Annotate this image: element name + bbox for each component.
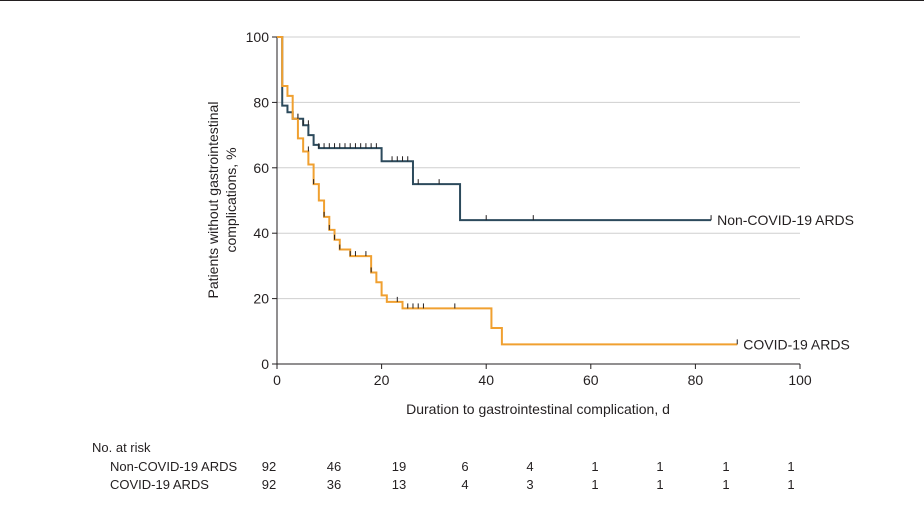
risk-value: 1 (722, 459, 730, 474)
y-tick-label: 40 (253, 225, 269, 241)
y-axis-label-line1: Patients without gastrointestinal (205, 102, 221, 299)
y-tick-label: 100 (246, 29, 270, 45)
y-tick-label: 80 (253, 94, 269, 110)
tick-labels: 0 20 40 60 80 100 0 20 40 60 80 100 (246, 29, 812, 388)
x-axis-label: Duration to gastrointestinal complicatio… (406, 401, 670, 417)
series-label-covid: COVID-19 ARDS (743, 336, 850, 352)
y-tick-label: 20 (253, 291, 269, 307)
km-chart: 0 20 40 60 80 100 0 20 40 60 80 100 Non-COVID-19 AR… (205, 29, 854, 417)
risk-value: 1 (591, 477, 599, 492)
risk-value: 1 (787, 459, 795, 474)
x-tick-label: 80 (688, 372, 704, 388)
survival-curves (277, 36, 738, 346)
risk-value: 92 (261, 459, 277, 474)
series-line-covid (277, 36, 738, 346)
censor-marks (297, 113, 738, 345)
series-label-non-covid: Non-COVID-19 ARDS (717, 212, 854, 228)
x-tick-label: 0 (273, 372, 281, 388)
risk-value: 3 (526, 477, 534, 492)
x-tick-label: 100 (788, 372, 812, 388)
grid-lines (277, 36, 800, 300)
risk-table-title: No. at risk (92, 440, 151, 455)
top-rule (0, 0, 924, 1)
y-tick-label: 60 (253, 160, 269, 176)
risk-value: 6 (461, 459, 469, 474)
risk-row: Non-COVID-19 ARDS 92 46 19 6 4 1 1 1 1 (0, 459, 924, 475)
risk-value: 4 (461, 477, 469, 492)
x-tick-label: 60 (583, 372, 599, 388)
risk-value: 36 (326, 477, 342, 492)
risk-value: 1 (722, 477, 730, 492)
axes (272, 36, 801, 369)
y-axis-label-line2: complications, % (223, 147, 239, 252)
risk-value: 1 (656, 459, 664, 474)
y-tick-label: 0 (261, 356, 269, 372)
risk-value: 13 (391, 477, 407, 492)
risk-value: 1 (656, 477, 664, 492)
risk-row: COVID-19 ARDS 92 36 13 4 3 1 1 1 1 (0, 477, 924, 493)
risk-value: 4 (526, 459, 534, 474)
risk-value: 19 (391, 459, 407, 474)
risk-value: 92 (261, 477, 277, 492)
series-labels: Non-COVID-19 ARDS COVID-19 ARDS (717, 212, 854, 352)
series-line-non-covid (277, 36, 712, 222)
risk-value: 46 (326, 459, 342, 474)
risk-value: 1 (787, 477, 795, 492)
x-tick-label: 40 (478, 372, 494, 388)
risk-row-label: COVID-19 ARDS (110, 477, 209, 492)
risk-row-label: Non-COVID-19 ARDS (110, 459, 238, 474)
x-tick-label: 20 (374, 372, 390, 388)
risk-value: 1 (591, 459, 599, 474)
